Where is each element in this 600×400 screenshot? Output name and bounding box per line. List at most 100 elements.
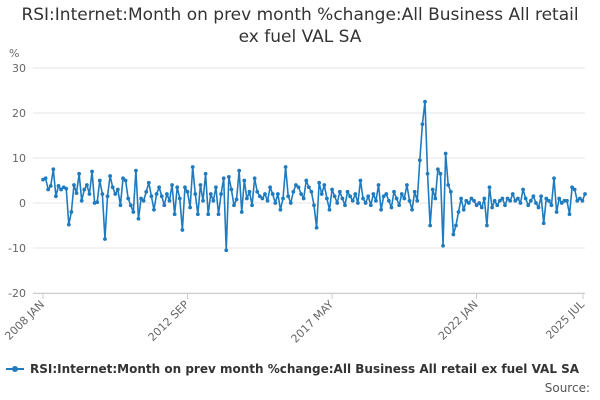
data-point[interactable] — [255, 189, 260, 194]
data-point[interactable] — [201, 198, 205, 203]
data-point[interactable] — [286, 194, 291, 199]
data-point[interactable] — [567, 212, 572, 217]
data-point[interactable] — [219, 192, 223, 196]
data-point[interactable] — [229, 187, 234, 192]
data-point[interactable] — [203, 171, 208, 176]
data-point[interactable] — [304, 178, 309, 183]
data-point[interactable] — [314, 225, 319, 230]
data-point[interactable] — [417, 158, 422, 163]
data-point[interactable] — [361, 196, 365, 201]
data-point[interactable] — [469, 196, 474, 201]
data-point[interactable] — [195, 212, 200, 217]
data-point[interactable] — [487, 185, 492, 190]
data-point[interactable] — [448, 189, 453, 194]
data-point[interactable] — [412, 189, 417, 194]
data-point[interactable] — [438, 171, 443, 176]
data-point[interactable] — [54, 194, 58, 199]
data-point[interactable] — [172, 212, 177, 217]
data-point[interactable] — [350, 198, 355, 203]
data-point[interactable] — [141, 198, 146, 203]
data-point[interactable] — [399, 192, 404, 196]
data-point[interactable] — [234, 197, 239, 202]
data-point[interactable] — [211, 198, 216, 203]
data-point[interactable] — [239, 210, 244, 214]
data-point[interactable] — [263, 192, 267, 196]
data-point[interactable] — [183, 185, 187, 190]
data-point[interactable] — [381, 194, 386, 199]
data-point[interactable] — [48, 184, 53, 188]
data-point[interactable] — [325, 196, 329, 201]
data-point[interactable] — [559, 201, 564, 205]
data-point[interactable] — [257, 194, 262, 199]
data-point[interactable] — [459, 196, 464, 201]
data-point[interactable] — [423, 99, 427, 104]
data-point[interactable] — [46, 187, 51, 192]
data-point[interactable] — [157, 185, 162, 190]
data-point[interactable] — [149, 194, 154, 199]
data-point[interactable] — [177, 196, 182, 201]
data-point[interactable] — [159, 194, 164, 199]
data-point[interactable] — [103, 237, 107, 241]
data-point[interactable] — [451, 232, 456, 237]
data-point[interactable] — [577, 196, 582, 201]
data-point[interactable] — [366, 194, 371, 199]
data-point[interactable] — [108, 174, 112, 178]
data-point[interactable] — [221, 176, 226, 181]
data-point[interactable] — [170, 183, 174, 187]
data-point[interactable] — [113, 192, 118, 196]
data-point[interactable] — [482, 196, 487, 201]
data-point[interactable] — [180, 228, 185, 232]
data-point[interactable] — [580, 198, 585, 203]
data-point[interactable] — [368, 203, 373, 208]
data-point[interactable] — [185, 189, 190, 194]
data-point[interactable] — [128, 203, 133, 208]
data-point[interactable] — [557, 196, 562, 201]
data-point[interactable] — [154, 192, 159, 196]
data-point[interactable] — [510, 192, 515, 196]
data-point[interactable] — [397, 203, 402, 208]
data-point[interactable] — [214, 185, 218, 190]
data-point[interactable] — [554, 210, 559, 214]
data-point[interactable] — [245, 196, 249, 201]
data-point[interactable] — [198, 183, 203, 187]
data-point[interactable] — [461, 207, 466, 212]
data-point[interactable] — [433, 196, 438, 201]
data-point[interactable] — [294, 183, 298, 187]
data-point[interactable] — [583, 192, 587, 196]
data-point[interactable] — [330, 187, 334, 192]
data-point[interactable] — [505, 196, 510, 201]
data-point[interactable] — [340, 196, 345, 201]
data-point[interactable] — [363, 201, 368, 205]
data-point[interactable] — [521, 187, 525, 192]
data-point[interactable] — [389, 205, 394, 210]
data-point[interactable] — [513, 198, 518, 203]
data-point[interactable] — [74, 191, 79, 196]
data-point[interactable] — [152, 207, 156, 212]
data-point[interactable] — [435, 167, 440, 172]
data-point[interactable] — [188, 205, 193, 210]
data-point[interactable] — [43, 176, 48, 181]
data-point[interactable] — [77, 171, 82, 176]
data-point[interactable] — [247, 189, 252, 194]
data-point[interactable] — [575, 198, 580, 203]
data-point[interactable] — [402, 196, 407, 201]
data-point[interactable] — [479, 205, 484, 210]
data-point[interactable] — [353, 192, 358, 196]
data-point[interactable] — [281, 196, 285, 201]
data-point[interactable] — [474, 203, 479, 208]
data-point[interactable] — [394, 196, 399, 201]
data-point[interactable] — [136, 216, 141, 221]
data-point[interactable] — [503, 203, 507, 208]
data-point[interactable] — [384, 192, 389, 196]
data-point[interactable] — [283, 165, 288, 169]
data-point[interactable] — [126, 196, 131, 201]
data-point[interactable] — [379, 207, 383, 212]
data-point[interactable] — [309, 189, 314, 194]
data-point[interactable] — [275, 192, 280, 196]
data-point[interactable] — [539, 194, 544, 199]
data-point[interactable] — [374, 198, 378, 203]
data-point[interactable] — [312, 203, 316, 208]
data-point[interactable] — [549, 203, 554, 208]
data-point[interactable] — [121, 176, 125, 181]
data-point[interactable] — [131, 210, 136, 214]
